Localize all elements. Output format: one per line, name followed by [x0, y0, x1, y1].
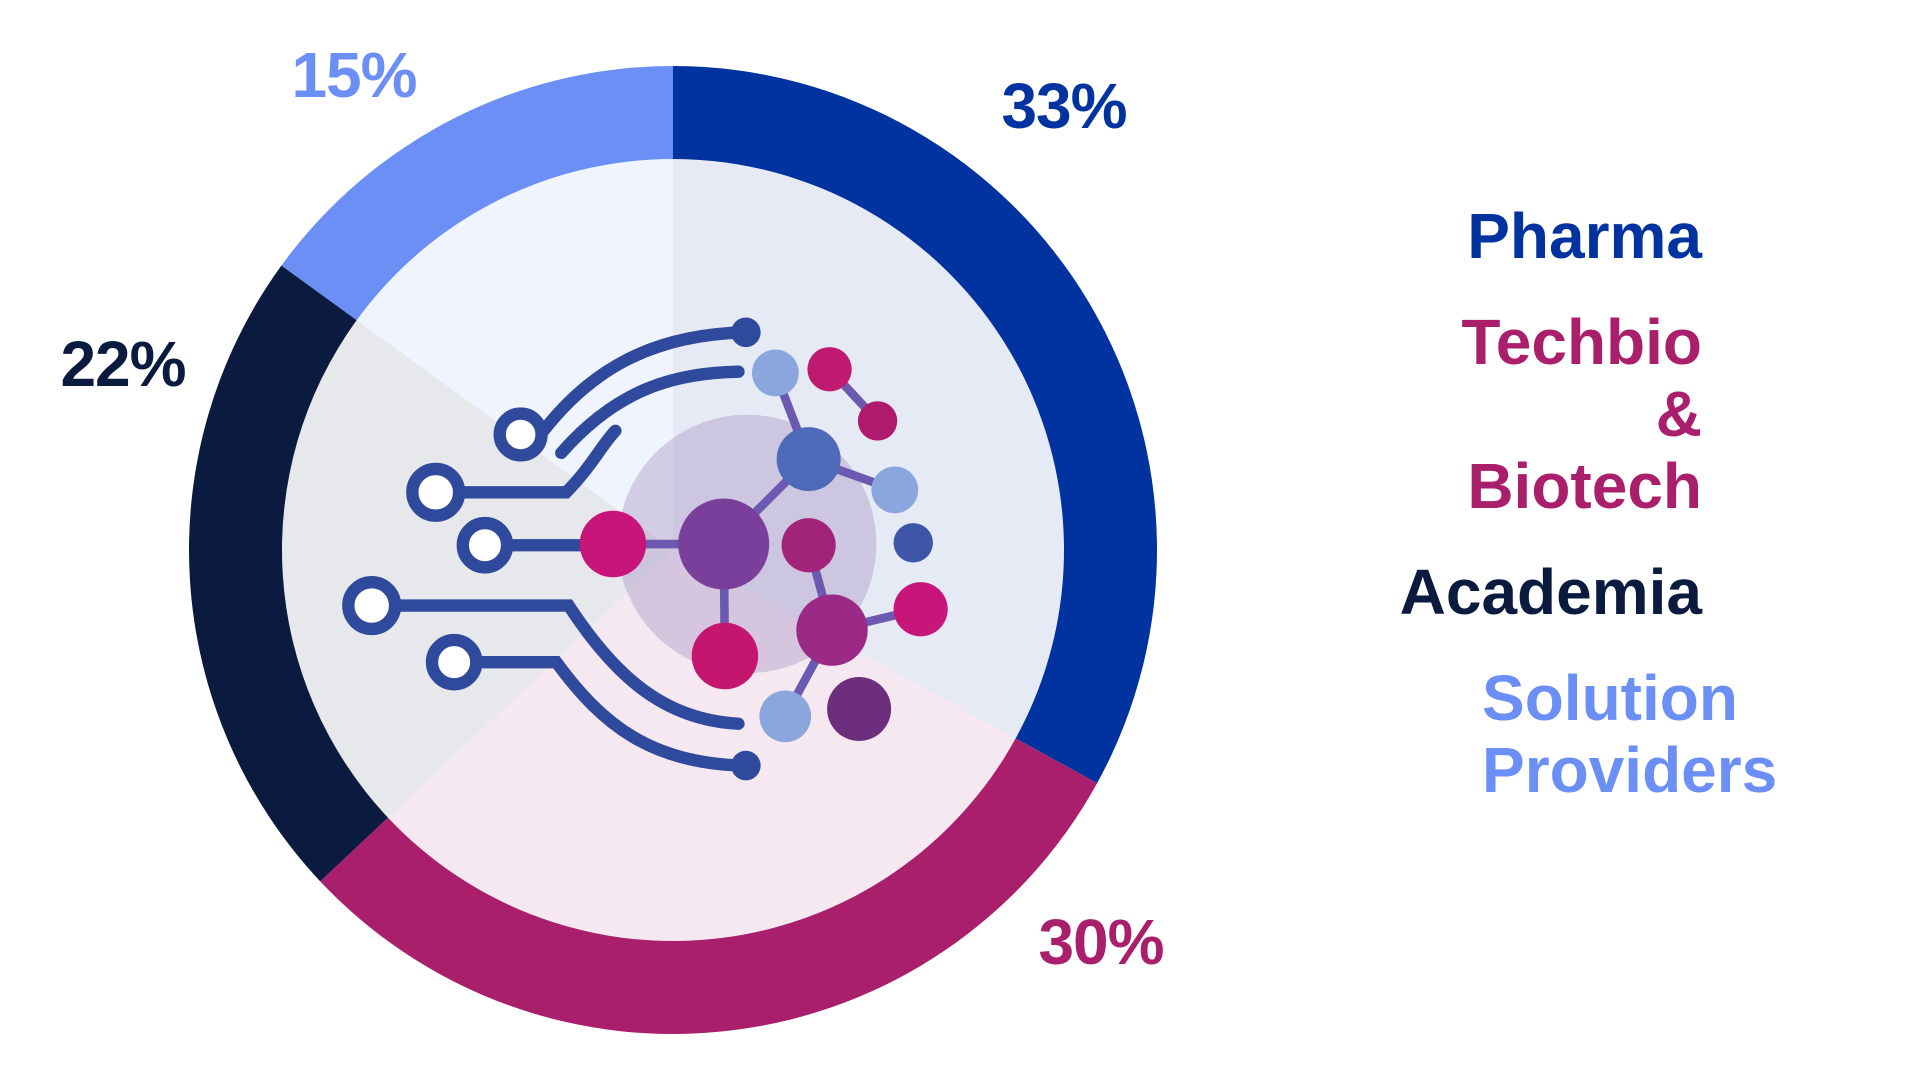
value-label: 22%: [60, 328, 185, 400]
donut-segment: [320, 738, 1098, 1034]
donut-segment: [673, 66, 1157, 784]
dot: [731, 750, 761, 781]
legend-entry: Academia: [1399, 556, 1702, 628]
circuit-nodes: [342, 407, 548, 691]
center-icon: [342, 317, 948, 781]
dot: [731, 317, 761, 348]
value-label: 33%: [1001, 70, 1126, 142]
donut-segment: [189, 265, 388, 882]
slice-tint: [387, 550, 1016, 942]
value-label: 30%: [1038, 906, 1163, 978]
donut-segment: [281, 66, 673, 321]
legend-entry: Solution Providers: [1482, 662, 1778, 806]
legend-entry: Techbio & Biotech: [1461, 306, 1702, 522]
donut: [189, 66, 1157, 1034]
value-label: 15%: [291, 39, 416, 111]
slice-tint: [673, 159, 1064, 739]
molecule-atoms: [579, 347, 948, 743]
legend-entry: Pharma: [1467, 200, 1702, 272]
legend: Pharma Techbio & Biotech Academia Solution …: [1282, 200, 1778, 840]
